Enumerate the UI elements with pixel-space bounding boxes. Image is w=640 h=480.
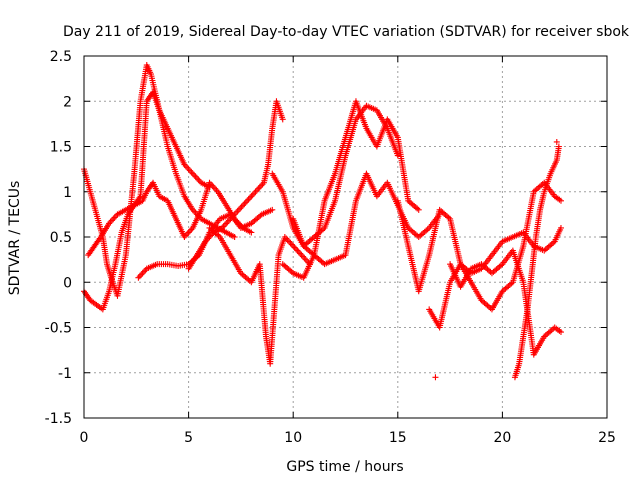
data-point (301, 255, 308, 262)
x-tick-label: 0 (80, 430, 89, 446)
data-point (184, 230, 191, 237)
data-point (292, 246, 299, 253)
data-point (185, 166, 192, 173)
data-point (237, 205, 244, 212)
data-point (245, 196, 252, 203)
data-point (415, 206, 422, 213)
data-point (248, 193, 255, 200)
data-point (298, 252, 305, 259)
data-point (241, 200, 248, 207)
data-points (81, 62, 564, 381)
data-point (189, 170, 196, 177)
data-point (248, 229, 255, 236)
plot-frame (83, 55, 608, 419)
data-point (288, 241, 295, 248)
data-point (188, 169, 195, 176)
data-point (244, 197, 251, 204)
data-point (108, 217, 115, 224)
y-axis-label: SDTVAR / TECUs (7, 181, 23, 296)
data-point (224, 218, 231, 225)
x-axis-label: GPS time / hours (286, 459, 403, 475)
data-point (553, 138, 560, 145)
x-tick-label: 5 (184, 430, 193, 446)
data-point (193, 175, 200, 182)
data-point (255, 185, 262, 192)
data-point (557, 197, 564, 204)
data-point (186, 167, 193, 174)
x-tick-label: 15 (389, 430, 407, 446)
data-point (297, 250, 304, 257)
data-point (246, 194, 253, 201)
data-point (231, 234, 238, 240)
data-point (238, 203, 245, 210)
grid (84, 56, 607, 418)
x-tick-label: 10 (284, 430, 302, 446)
data-point (111, 214, 118, 221)
data-point (212, 185, 219, 192)
data-point (242, 199, 249, 206)
data-point (135, 274, 142, 281)
data-point (252, 188, 259, 195)
data-point (136, 273, 143, 280)
data-point (253, 187, 260, 194)
y-tick-label: -1.5 (45, 411, 72, 427)
data-point (269, 206, 276, 213)
data-point (234, 208, 241, 215)
data-point (394, 152, 401, 159)
data-point (290, 243, 297, 250)
data-point (185, 229, 192, 236)
y-tick-label: -0.5 (45, 321, 72, 337)
data-point (239, 202, 246, 209)
data-point (209, 182, 216, 189)
data-point (195, 176, 202, 183)
data-point (557, 224, 564, 231)
data-point (302, 256, 309, 263)
data-point (184, 164, 191, 171)
data-point (555, 143, 562, 150)
data-point (291, 244, 298, 251)
data-point (235, 206, 242, 213)
x-tick-label: 20 (493, 430, 511, 446)
data-point (249, 191, 256, 198)
data-point (138, 271, 145, 278)
data-point (186, 227, 193, 234)
axis-ticks: 0 5 10 15 20 25 -1.5 -1 -0.5 0 0.5 1 1.5 2 2.5 (45, 49, 616, 446)
data-point (110, 215, 117, 222)
y-tick-label: 1 (63, 185, 72, 201)
data-point (284, 237, 291, 244)
data-point (299, 253, 306, 260)
data-point (139, 270, 146, 277)
data-point (287, 240, 294, 247)
data-point (279, 116, 286, 123)
data-point (295, 249, 302, 256)
data-point (191, 172, 198, 179)
y-tick-label: 2.5 (50, 49, 72, 65)
data-point (251, 190, 258, 197)
y-tick-label: 1.5 (50, 140, 72, 156)
data-point (192, 173, 199, 180)
data-point (432, 374, 439, 381)
y-tick-label: 0.5 (50, 230, 72, 246)
y-tick-label: 2 (63, 94, 72, 110)
y-tick-label: -1 (58, 366, 72, 382)
data-point (294, 247, 301, 254)
data-point (221, 221, 228, 228)
data-point (557, 329, 564, 336)
data-point (258, 182, 265, 189)
y-tick-label: 0 (63, 275, 72, 291)
x-tick-label: 25 (598, 430, 616, 446)
data-point (140, 268, 147, 275)
data-point (256, 184, 263, 191)
chart-title: Day 211 of 2019, Sidereal Day-to-day VTE… (63, 24, 630, 40)
data-point (223, 220, 230, 227)
